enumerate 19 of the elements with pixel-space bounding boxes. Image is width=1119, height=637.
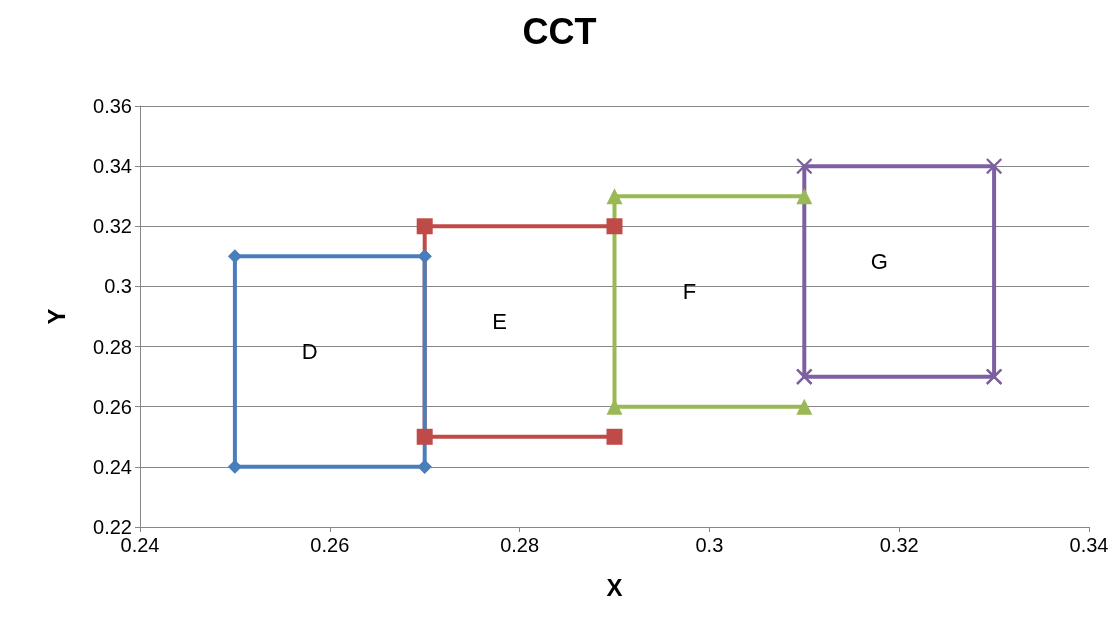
- x-axis-title: X: [606, 573, 623, 601]
- y-tick-label: 0.24: [93, 455, 132, 478]
- x-tick-label: 0.26: [310, 534, 350, 556]
- y-tick-label: 0.26: [93, 395, 132, 418]
- annotation: D: [301, 339, 318, 365]
- x-tick-label: 0.32: [879, 534, 919, 556]
- chart-title: CCT: [522, 10, 597, 52]
- annotation: F: [682, 278, 697, 304]
- x-tick-label: 0.3: [695, 534, 724, 556]
- annotation: G: [870, 248, 888, 274]
- annotation: E: [492, 309, 507, 335]
- x-tick-label: 0.28: [500, 534, 540, 556]
- y-tick-label: 0.28: [93, 335, 132, 358]
- y-axis-title: Y: [42, 308, 70, 325]
- y-tick-label: 0.34: [93, 155, 132, 178]
- y-tick-label: 0.36: [93, 95, 132, 117]
- y-tick-label: 0.32: [93, 215, 132, 238]
- x-tick-label: 0.34: [1069, 534, 1109, 556]
- y-tick-label: 0.3: [104, 275, 132, 298]
